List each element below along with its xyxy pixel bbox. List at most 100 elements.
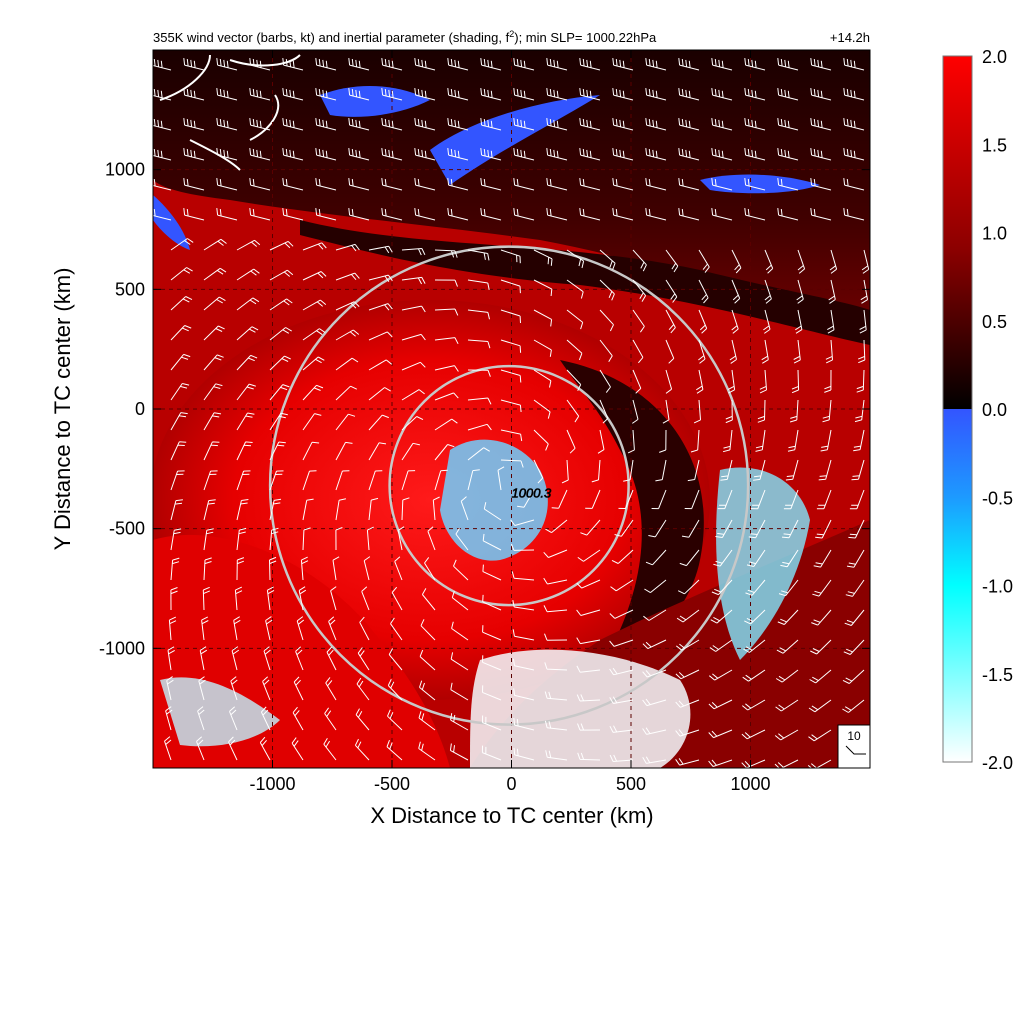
wind-barb (381, 148, 403, 161)
wind-barb (500, 309, 521, 324)
wind-barb (153, 208, 172, 221)
wind-barb (678, 118, 700, 131)
wind-barb (335, 357, 359, 371)
field-blue-patch-northwest (320, 85, 430, 117)
wind-barb (348, 118, 370, 131)
wind-barb (731, 309, 739, 334)
wind-barb (183, 208, 205, 221)
wind-barb (203, 267, 227, 281)
wind-barb (368, 414, 389, 431)
wind-barb (510, 543, 535, 551)
wind-barb (249, 118, 271, 131)
wind-barb (810, 58, 832, 71)
wind-barb (513, 178, 535, 191)
wind-barb (432, 496, 440, 521)
wind-barb (777, 118, 799, 131)
field-east-dark (560, 360, 704, 670)
wind-barb (335, 301, 360, 311)
wind-barb (824, 369, 832, 393)
barb-legend-label: 10 (847, 729, 861, 743)
wind-barb (332, 556, 340, 581)
wind-barb (849, 489, 865, 510)
wind-barb (366, 526, 374, 551)
wind-barb (665, 249, 679, 273)
wind-barb (170, 325, 192, 341)
wind-barb (467, 469, 480, 491)
wind-barb (655, 459, 667, 482)
wind-barb (482, 594, 502, 611)
wind-barb (828, 279, 836, 304)
wind-barb (693, 399, 701, 424)
wind-barb (861, 249, 870, 274)
wind-barb (513, 148, 535, 161)
wind-barb (612, 148, 634, 161)
wind-barb (249, 58, 271, 71)
colorbar-tick-label: 1.0 (982, 224, 1007, 244)
wind-barb (710, 609, 733, 624)
wind-barb (302, 441, 320, 461)
wind-barb (533, 459, 544, 484)
wind-barb (665, 309, 676, 334)
range-rings (268, 245, 750, 726)
wind-barb (591, 459, 601, 483)
wind-barb (449, 743, 469, 761)
x-tick-label: 500 (616, 774, 646, 794)
wind-barb (282, 88, 304, 101)
wind-barb (860, 279, 868, 304)
wind-barb (269, 240, 294, 251)
wind-barb (609, 667, 634, 676)
wind-barb (368, 274, 393, 282)
wind-barb (665, 279, 678, 303)
field-cyan-east (716, 467, 810, 660)
wind-barb (791, 369, 800, 394)
wind-barb (744, 208, 766, 221)
wind-barb (480, 148, 502, 161)
wind-barb (780, 549, 799, 568)
wind-barb (203, 499, 216, 521)
wind-barb (632, 249, 647, 272)
wind-barb (295, 646, 304, 671)
wind-barb (777, 208, 799, 221)
wind-barb (510, 519, 535, 526)
y-tick-label: -500 (109, 519, 145, 539)
wind-barb (711, 208, 733, 221)
wind-barb (544, 662, 568, 671)
wind-barb (843, 148, 865, 161)
wind-barb (348, 178, 370, 191)
wind-barb (203, 412, 222, 431)
wind-barb (315, 148, 337, 161)
wind-barb (249, 178, 271, 191)
x-tick-label: -1000 (249, 774, 295, 794)
wind-barb (401, 389, 425, 401)
wind-barb (715, 519, 733, 538)
wind-barb (236, 239, 261, 251)
wind-barb (386, 740, 403, 761)
wind-barb (236, 557, 245, 581)
wind-barb (153, 178, 172, 191)
wind-barb (698, 339, 706, 364)
wind-barb (533, 309, 553, 327)
colorbar-tick-label: 0.5 (982, 312, 1007, 332)
wind-barb (711, 579, 733, 596)
wind-barb (842, 699, 865, 713)
chart-title-superscript: 2 (509, 29, 514, 39)
wind-barb (599, 249, 616, 270)
wind-barb (455, 527, 469, 551)
wind-barb (183, 148, 205, 161)
wind-barb (708, 699, 733, 710)
wind-barb (777, 178, 799, 191)
wind-barb (328, 616, 337, 641)
wind-barb (170, 557, 180, 581)
wind-barb (414, 148, 436, 161)
wind-barb (546, 178, 568, 191)
wind-barb (774, 759, 799, 768)
wind-barb (810, 88, 832, 101)
chart-title-main: 355K wind vector (barbs, kt) and inertia… (153, 30, 510, 45)
wind-barb (678, 88, 700, 101)
barb-legend: 10 (837, 724, 871, 769)
wind-barb (230, 676, 238, 701)
wind-barb (361, 586, 370, 611)
wind-barb (216, 208, 238, 221)
wind-barb (269, 269, 294, 281)
wind-barb (269, 355, 291, 371)
